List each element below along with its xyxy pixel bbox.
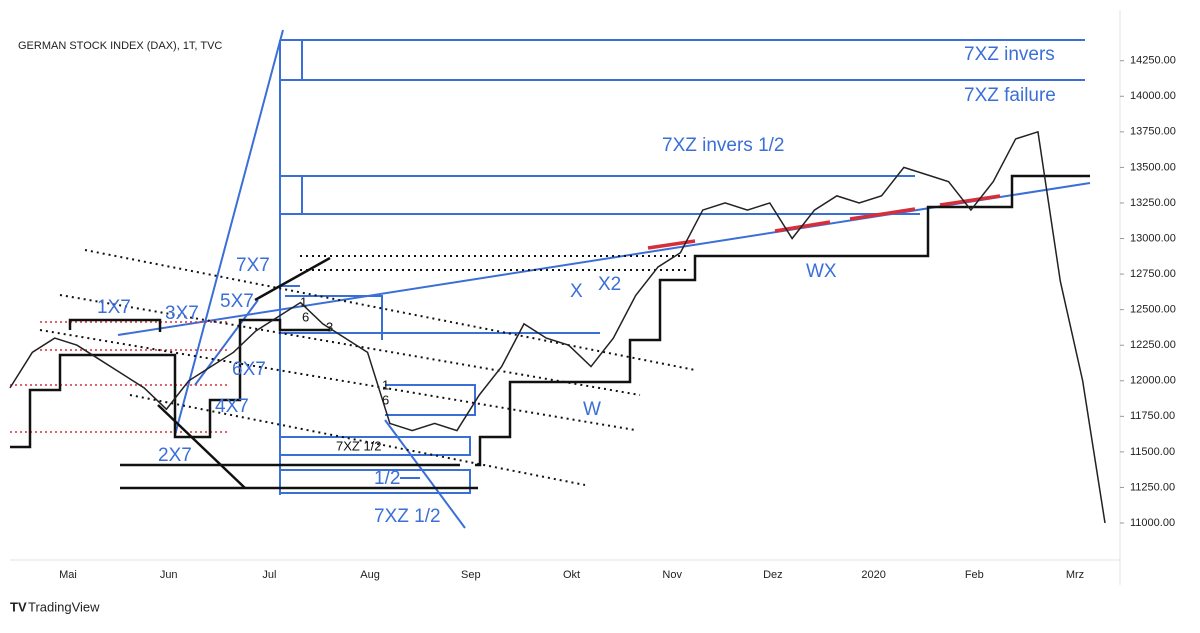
- annotation: 7XZ invers: [964, 44, 1055, 65]
- y-tick-label: 12750.00: [1130, 268, 1176, 280]
- annotation: 6: [302, 309, 309, 324]
- y-tick-label: 12500.00: [1130, 304, 1176, 316]
- annotation: WX: [806, 261, 837, 282]
- x-tick-label: Mrz: [1066, 569, 1084, 581]
- x-tick-label: Okt: [563, 569, 580, 581]
- x-tick-label: Jul: [262, 569, 276, 581]
- annotation: 1: [382, 377, 389, 392]
- annotation: 3X7: [165, 303, 199, 324]
- x-tick-label: Sep: [461, 569, 481, 581]
- y-tick-label: 12000.00: [1130, 375, 1176, 387]
- annotation: 7X7: [236, 255, 270, 276]
- annotation: 7XZ invers 1/2: [662, 135, 785, 156]
- price-line: [9, 130, 1106, 524]
- y-tick-label: 14250.00: [1130, 55, 1176, 67]
- annotation: 7XZ 1/2: [336, 438, 382, 453]
- annotation: 2X7: [158, 445, 192, 466]
- annotation: 3: [326, 319, 333, 334]
- y-tick-label: 13500.00: [1130, 161, 1176, 173]
- annotation: X: [570, 281, 583, 302]
- y-tick-label: 11500.00: [1130, 446, 1175, 458]
- annotation: 7XZ failure: [964, 85, 1056, 106]
- annotation: 1: [300, 294, 307, 309]
- y-tick-label: 11250.00: [1130, 481, 1175, 493]
- drawings: [10, 29, 1091, 529]
- x-tick-label: 2020: [861, 569, 885, 581]
- y-tick-label: 12250.00: [1130, 339, 1176, 351]
- annotation: 6: [382, 392, 389, 407]
- x-tick-label: Nov: [662, 569, 682, 581]
- x-tick-label: Mai: [59, 569, 77, 581]
- annotation: W: [583, 399, 601, 420]
- annotation: 1X7: [97, 297, 131, 318]
- x-tick-label: Feb: [965, 569, 984, 581]
- annotation: 7XZ 1/2: [374, 506, 441, 527]
- x-tick-label: Dez: [763, 569, 783, 581]
- annotation: 4X7: [215, 396, 249, 417]
- annotations: 7XZ invers 7XZ failure 7XZ invers 1/2 7X…: [97, 44, 1056, 527]
- annotation: 1/2: [374, 468, 400, 489]
- brand: TradingView: [28, 599, 100, 614]
- annotation: 5X7: [220, 291, 254, 312]
- y-tick-label: 13750.00: [1130, 126, 1176, 138]
- y-tick-label: 13000.00: [1130, 232, 1176, 244]
- brand-logo: TV: [10, 599, 27, 614]
- annotation: X2: [598, 274, 621, 295]
- y-tick-label: 13250.00: [1130, 197, 1176, 209]
- x-tick-label: Aug: [360, 569, 380, 581]
- x-tick-label: Jun: [160, 569, 178, 581]
- annotation: 6X7: [232, 359, 266, 380]
- y-tick-label: 11750.00: [1130, 410, 1175, 422]
- y-tick-label: 14000.00: [1130, 90, 1176, 102]
- y-tick-label: 11000.00: [1130, 517, 1175, 529]
- chart-title: GERMAN STOCK INDEX (DAX), 1T, TVC: [18, 40, 222, 52]
